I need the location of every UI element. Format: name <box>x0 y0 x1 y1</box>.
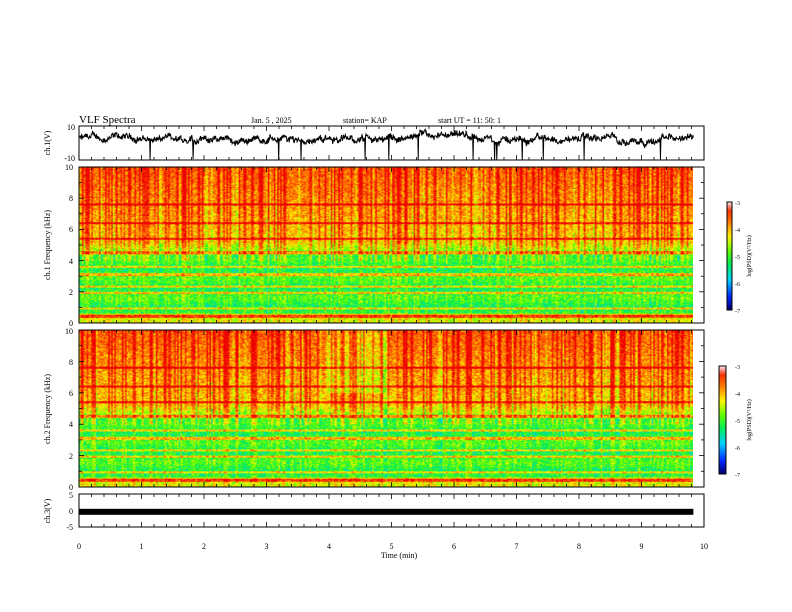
x-tick-label: 8 <box>577 542 581 551</box>
ch1-colorbar-frame <box>726 201 733 311</box>
ch2-ytick-0: 0 <box>69 483 73 492</box>
ch1-colorbar-label: log(PSD)(V²/Hz) <box>746 235 753 276</box>
date-label: Jan. 5 , 2025 <box>251 116 292 125</box>
ch1-spectrogram-image <box>79 167 693 323</box>
x-tick-label: 2 <box>202 542 206 551</box>
ch2-ytick-2: 2 <box>69 452 73 461</box>
x-tick-label: 5 <box>390 542 394 551</box>
ch2-cbar-tick-7: -7 <box>735 473 740 479</box>
x-tick-label: 7 <box>515 542 519 551</box>
ch2-colorbar-label: log(PSD)(V²/Hz) <box>746 399 753 440</box>
ch1-waveform-frame <box>78 125 705 161</box>
ch3-waveform-panel: 5 0 -5 ch.3(V) <box>43 491 705 532</box>
ch1-waveform-panel: 10 -10 ch.1(V) <box>43 123 705 163</box>
x-tick-label: 10 <box>700 542 708 551</box>
x-tick-label: 0 <box>77 542 81 551</box>
start-time-label: start UT = 11: 50: 1 <box>438 116 501 125</box>
ch2-spectrogram-image <box>79 330 693 487</box>
ch1-cbar-tick-7: -7 <box>735 309 740 315</box>
ch1-waveform-ticks <box>78 126 705 160</box>
ch1-cbar-tick-3: -3 <box>735 201 740 207</box>
ch2-ytick-8: 8 <box>69 358 73 367</box>
ch1-waveform-ylabel: ch.1(V) <box>43 130 52 155</box>
ch2-cbar-tick-3: -3 <box>735 365 740 371</box>
ch1-ytick-top: 10 <box>67 123 75 132</box>
ch1-ytick-bottom: -10 <box>64 154 75 163</box>
ch1-ytick-6: 6 <box>69 225 73 234</box>
x-tick-label: 9 <box>640 542 644 551</box>
ch2-ytick-4: 4 <box>69 420 73 429</box>
ch2-cbar-tick-5: -5 <box>735 419 740 425</box>
ch3-waveform-ylabel: ch.3(V) <box>43 498 52 523</box>
ch1-spectrogram-ticks <box>78 166 705 324</box>
x-axis-label: Time (min) <box>381 551 418 560</box>
ch2-spectrogram-ticks <box>78 329 705 488</box>
ch1-waveform-trace <box>78 128 694 161</box>
ch1-cbar-tick-5: -5 <box>735 255 740 261</box>
ch3-ytick-neg5: -5 <box>66 523 73 532</box>
ch2-ytick-6: 6 <box>69 389 73 398</box>
ch3-ytick-0: 0 <box>69 507 73 516</box>
ch1-spectrogram-ylabel: ch.1 Frequency (kHz) <box>43 210 52 280</box>
ch2-cbar-tick-4: -4 <box>735 392 740 398</box>
ch1-ytick-2: 2 <box>69 288 73 297</box>
ch1-spectrogram-panel: 0 2 4 6 8 10 ch.1 Frequency (kHz) -3 -4 … <box>43 163 753 328</box>
station-label: station= KAP <box>343 116 387 125</box>
ch2-colorbar-frame <box>718 365 727 475</box>
ch2-cbar-tick-6: -6 <box>735 446 740 452</box>
ch3-waveform-ticks <box>78 494 705 527</box>
ch2-ytick-10: 10 <box>65 327 73 336</box>
ch3-waveform-trace <box>79 508 694 515</box>
ch1-colorbar <box>727 202 732 310</box>
ch1-cbar-tick-4: -4 <box>735 228 740 234</box>
ch3-ytick-5: 5 <box>69 491 73 500</box>
x-tick-label: 4 <box>327 542 331 551</box>
ch1-cbar-tick-6: -6 <box>735 282 740 288</box>
ch2-colorbar <box>719 366 726 474</box>
ch1-ytick-10: 10 <box>65 163 73 172</box>
x-tick-label: 6 <box>452 542 456 551</box>
x-tick-label: 3 <box>265 542 269 551</box>
ch1-ytick-8: 8 <box>69 194 73 203</box>
figure-title: VLF Spectra <box>79 114 136 126</box>
ch1-ytick-0: 0 <box>69 319 73 328</box>
x-axis-tick-labels: 0 1 2 3 4 5 6 7 8 9 10 <box>77 542 708 551</box>
ch2-spectrogram-panel: 0 2 4 6 8 10 ch.2 Frequency (kHz) -3 -4 … <box>43 327 753 492</box>
x-tick-label: 1 <box>140 542 144 551</box>
ch2-spectrogram-ylabel: ch.2 Frequency (kHz) <box>43 374 52 444</box>
ch1-ytick-4: 4 <box>69 257 73 266</box>
